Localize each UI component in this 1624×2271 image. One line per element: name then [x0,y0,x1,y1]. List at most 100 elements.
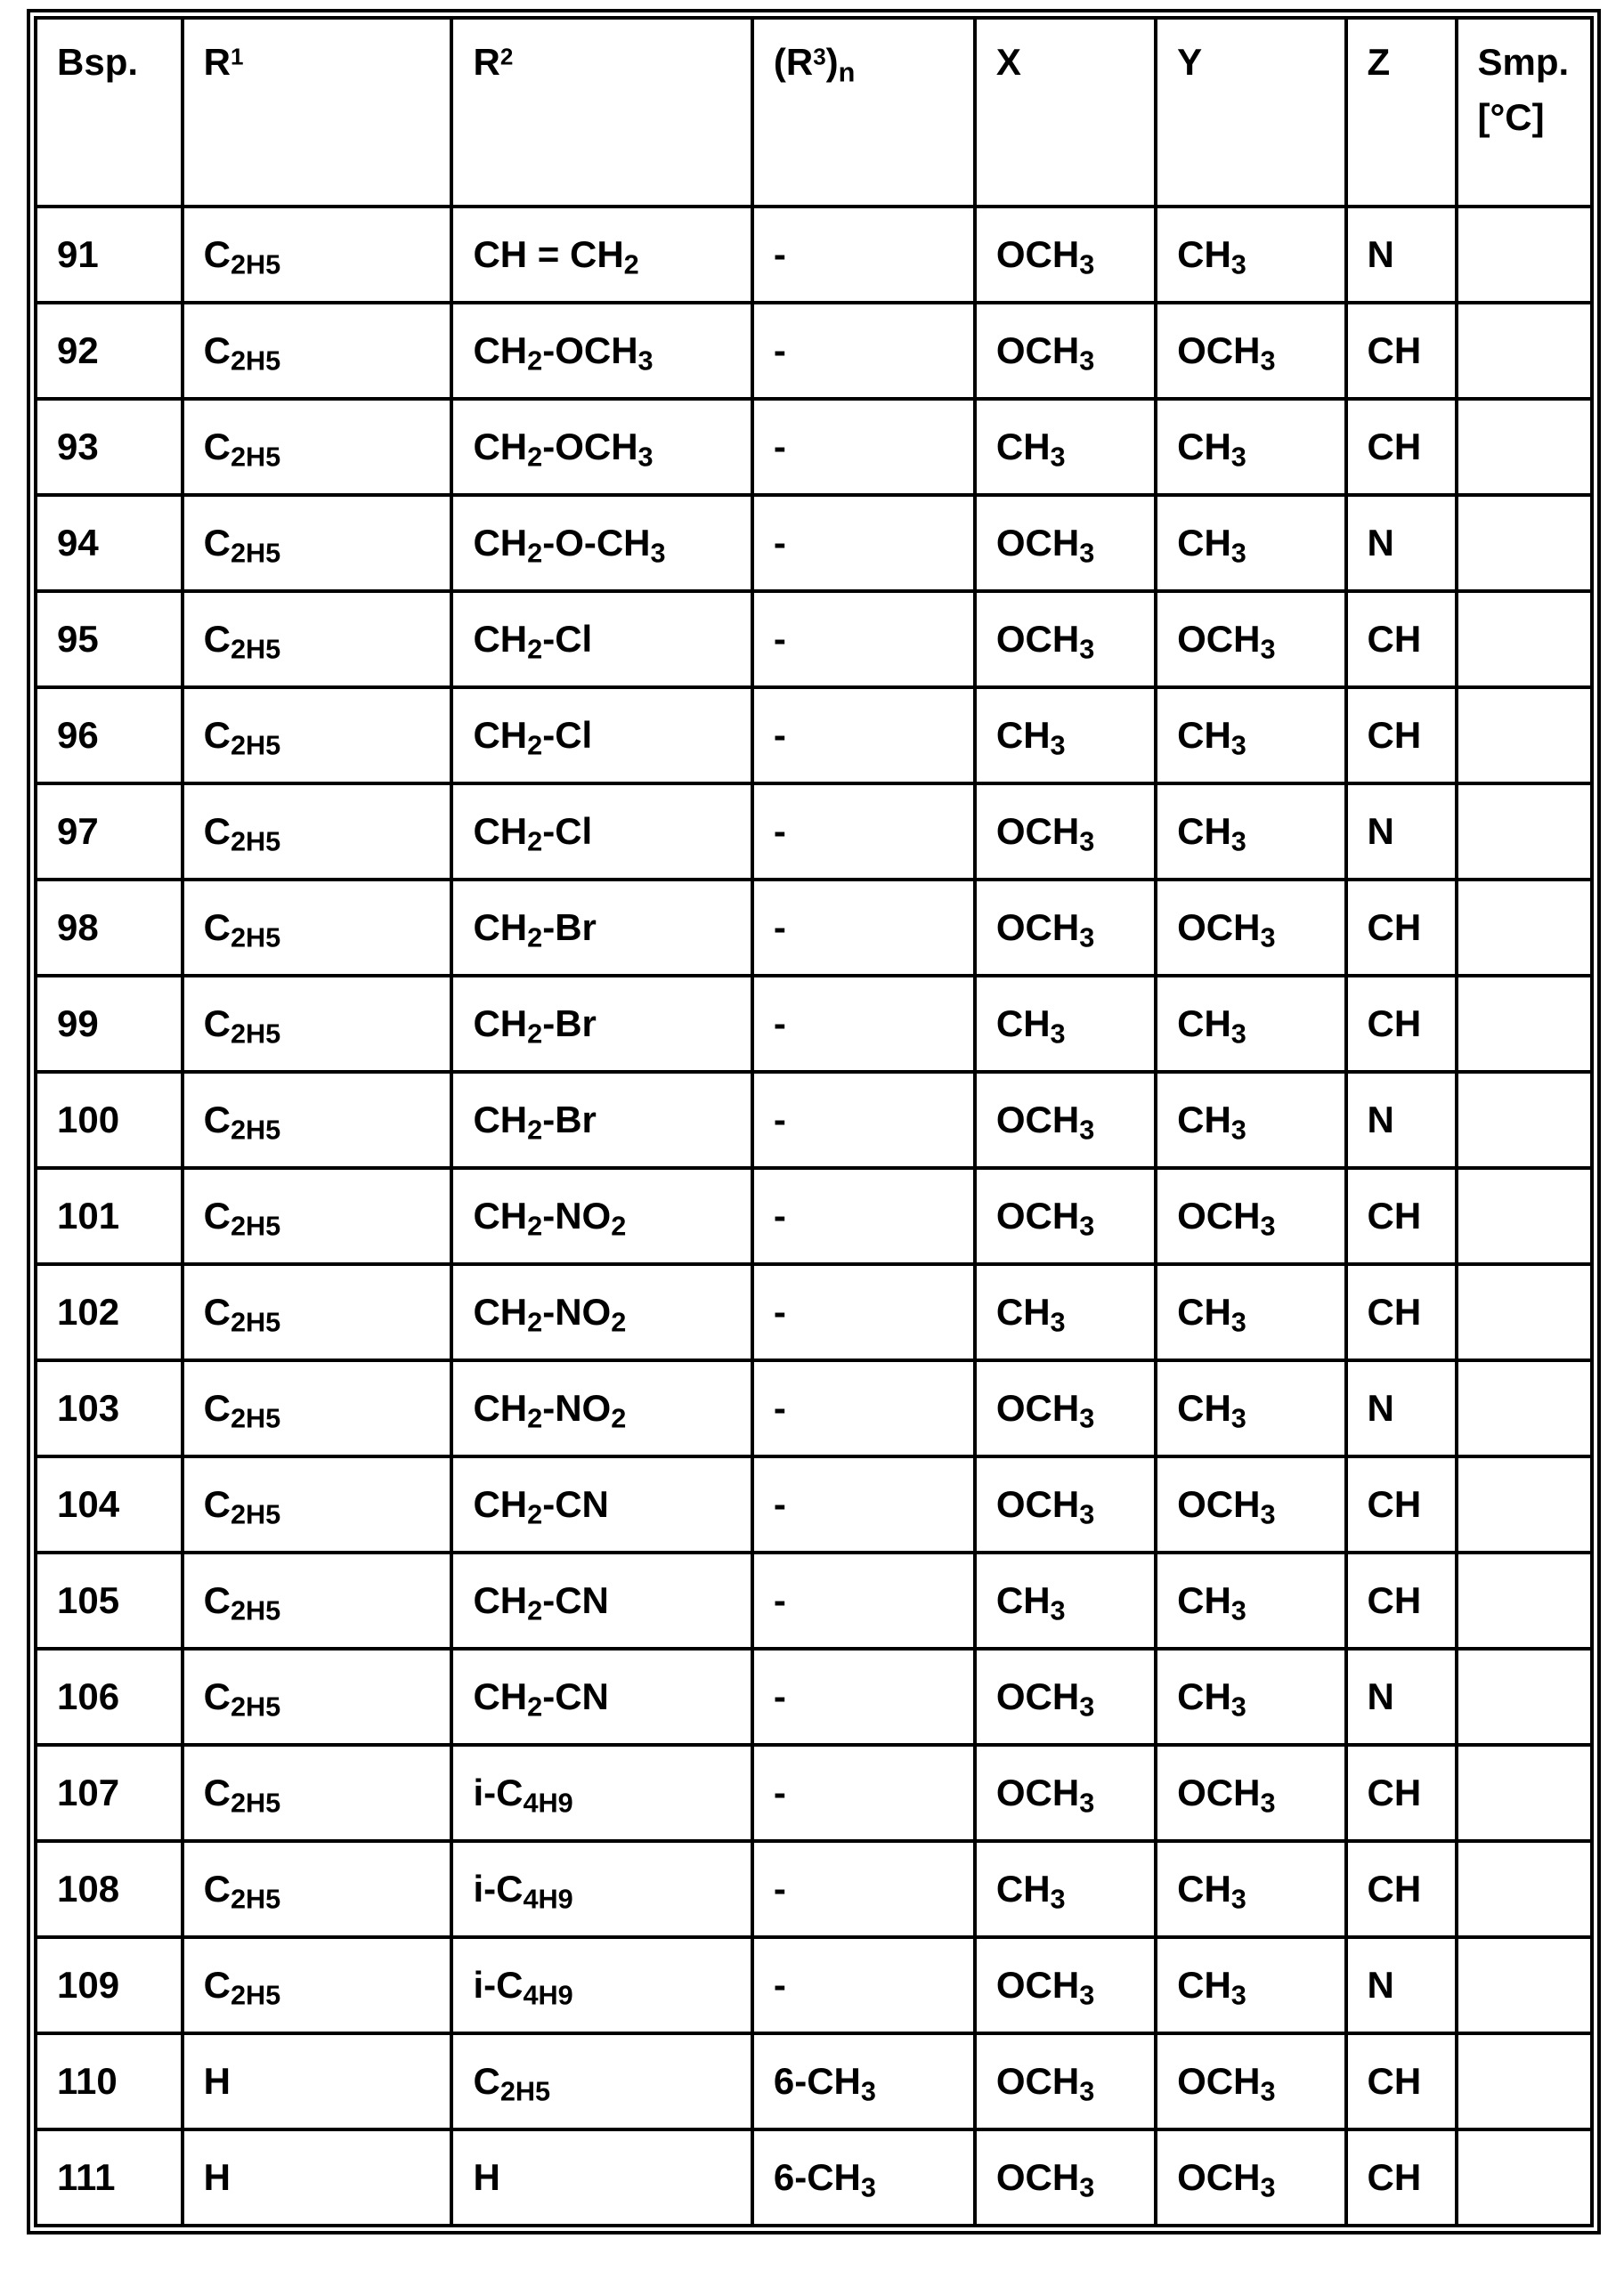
cell-r1: C2H5 [180,1359,454,1458]
cell-r3n: - [750,878,977,977]
cell-x: OCH3 [972,205,1158,304]
table-row: 91 C2H5 CH = CH2- OCH3 CH3 N [34,205,1594,304]
cell-x: CH3 [972,397,1158,497]
cell-bsp: 99 [34,974,184,1074]
cell-r2: CH = CH2 [450,205,754,304]
cell-smp [1454,974,1594,1074]
cell-r2: CH2-NO2 [450,1166,754,1266]
cell-smp [1454,1070,1594,1170]
cell-z: CH [1344,1166,1458,1266]
column-header-smp-line1: Smp. [1477,41,1570,83]
cell-r1: C2H5 [180,493,454,593]
cell-r1: C2H5 [180,1166,454,1266]
table-row: 108 C2H5 i-C4H9- CH3 CH3 CH [34,1839,1594,1939]
cell-y: CH3 [1154,1551,1348,1651]
cell-bsp: 110 [34,2032,184,2131]
cell-smp [1454,1743,1594,1843]
cell-x: CH3 [972,1262,1158,1362]
cell-smp [1454,205,1594,304]
table-outer-frame: Bsp. R1 R2 (R3)n X Y Z Smp. [°C] 91 C2H5 C… [27,9,1601,2235]
table-row: 95 C2H5 CH2-Cl - OCH3 OCH3 CH [34,589,1594,689]
cell-z: CH [1344,301,1458,401]
column-header-y: Y [1154,16,1348,208]
table-row: 109 C2H5 i-C4H9- OCH3 CH3 N [34,1935,1594,2035]
table-row: 100 C2H5 CH2-Br - OCH3 CH3 N [34,1070,1594,1170]
cell-smp [1454,878,1594,977]
table-row: 111 H H 6-CH3 OCH3 OCH3 CH [34,2128,1594,2227]
cell-y: CH3 [1154,1839,1348,1939]
column-header-r1: R1 [180,16,454,208]
cell-y: OCH3 [1154,1166,1348,1266]
cell-x: OCH3 [972,782,1158,881]
column-header-r3n: (R3)n [750,16,977,208]
cell-r1: C2H5 [180,1551,454,1651]
cell-x: CH3 [972,1839,1158,1939]
cell-r2: CH2-Br [450,878,754,977]
cell-r3n: - [750,205,977,304]
cell-r3n: - [750,1070,977,1170]
cell-bsp: 91 [34,205,184,304]
cell-r2: CH2-NO2 [450,1262,754,1362]
table-row: 92 C2H5 CH2-OCH3- OCH3 OCH3 CH [34,301,1594,401]
cell-r3n: - [750,685,977,785]
cell-r1: C2H5 [180,1935,454,2035]
cell-z: CH [1344,974,1458,1074]
cell-r1: C2H5 [180,301,454,401]
cell-r3n: - [750,974,977,1074]
cell-z: N [1344,1647,1458,1747]
cell-x: OCH3 [972,1359,1158,1458]
cell-z: N [1344,1359,1458,1458]
cell-smp [1454,2128,1594,2227]
cell-r1: C2H5 [180,1262,454,1362]
cell-z: CH [1344,2032,1458,2131]
cell-bsp: 96 [34,685,184,785]
column-header-x: X [972,16,1158,208]
cell-r3n: - [750,1166,977,1266]
table-row: 98 C2H5 CH2-Br - OCH3 OCH3 CH [34,878,1594,977]
cell-r3n: - [750,1359,977,1458]
cell-x: OCH3 [972,301,1158,401]
cell-r1: C2H5 [180,1647,454,1747]
cell-x: OCH3 [972,1743,1158,1843]
cell-z: CH [1344,1839,1458,1939]
cell-r2: C2H5 [450,2032,754,2131]
cell-smp [1454,589,1594,689]
column-header-z: Z [1344,16,1458,208]
cell-y: CH3 [1154,1647,1348,1747]
cell-x: OCH3 [972,878,1158,977]
cell-bsp: 108 [34,1839,184,1939]
cell-r3n: - [750,397,977,497]
cell-smp [1454,1551,1594,1651]
cell-r1: C2H5 [180,685,454,785]
cell-r2: CH2-CN [450,1551,754,1651]
table-row: 107 C2H5 i-C4H9- OCH3 OCH3 CH [34,1743,1594,1843]
cell-bsp: 106 [34,1647,184,1747]
cell-r1: C2H5 [180,1070,454,1170]
cell-r3n: - [750,1743,977,1843]
cell-y: CH3 [1154,1262,1348,1362]
cell-r1: C2H5 [180,1839,454,1939]
cell-r2: CH2-OCH3 [450,397,754,497]
cell-r3n: - [750,1935,977,2035]
cell-r2: H [450,2128,754,2227]
table-body: 91 C2H5 CH = CH2- OCH3 CH3 N 92 C2H5 CH2-OCH3- OC… [34,205,1594,2227]
cell-bsp: 107 [34,1743,184,1843]
cell-y: CH3 [1154,205,1348,304]
cell-z: CH [1344,397,1458,497]
cell-r2: CH2-NO2 [450,1359,754,1458]
cell-r2: CH2-CN [450,1455,754,1554]
cell-r1: C2H5 [180,974,454,1074]
cell-smp [1454,1647,1594,1747]
cell-x: CH3 [972,1551,1158,1651]
table-row: 102 C2H5 CH2-NO2- CH3 CH3 CH [34,1262,1594,1362]
table-row: 104 C2H5 CH2-CN - OCH3 OCH3 CH [34,1455,1594,1554]
cell-r1: C2H5 [180,589,454,689]
cell-r2: CH2-Cl [450,782,754,881]
cell-r2: CH2-Cl [450,589,754,689]
column-header-bsp: Bsp. [34,16,184,208]
cell-y: CH3 [1154,1070,1348,1170]
cell-y: CH3 [1154,397,1348,497]
cell-bsp: 94 [34,493,184,593]
cell-r3n: 6-CH3 [750,2032,977,2131]
